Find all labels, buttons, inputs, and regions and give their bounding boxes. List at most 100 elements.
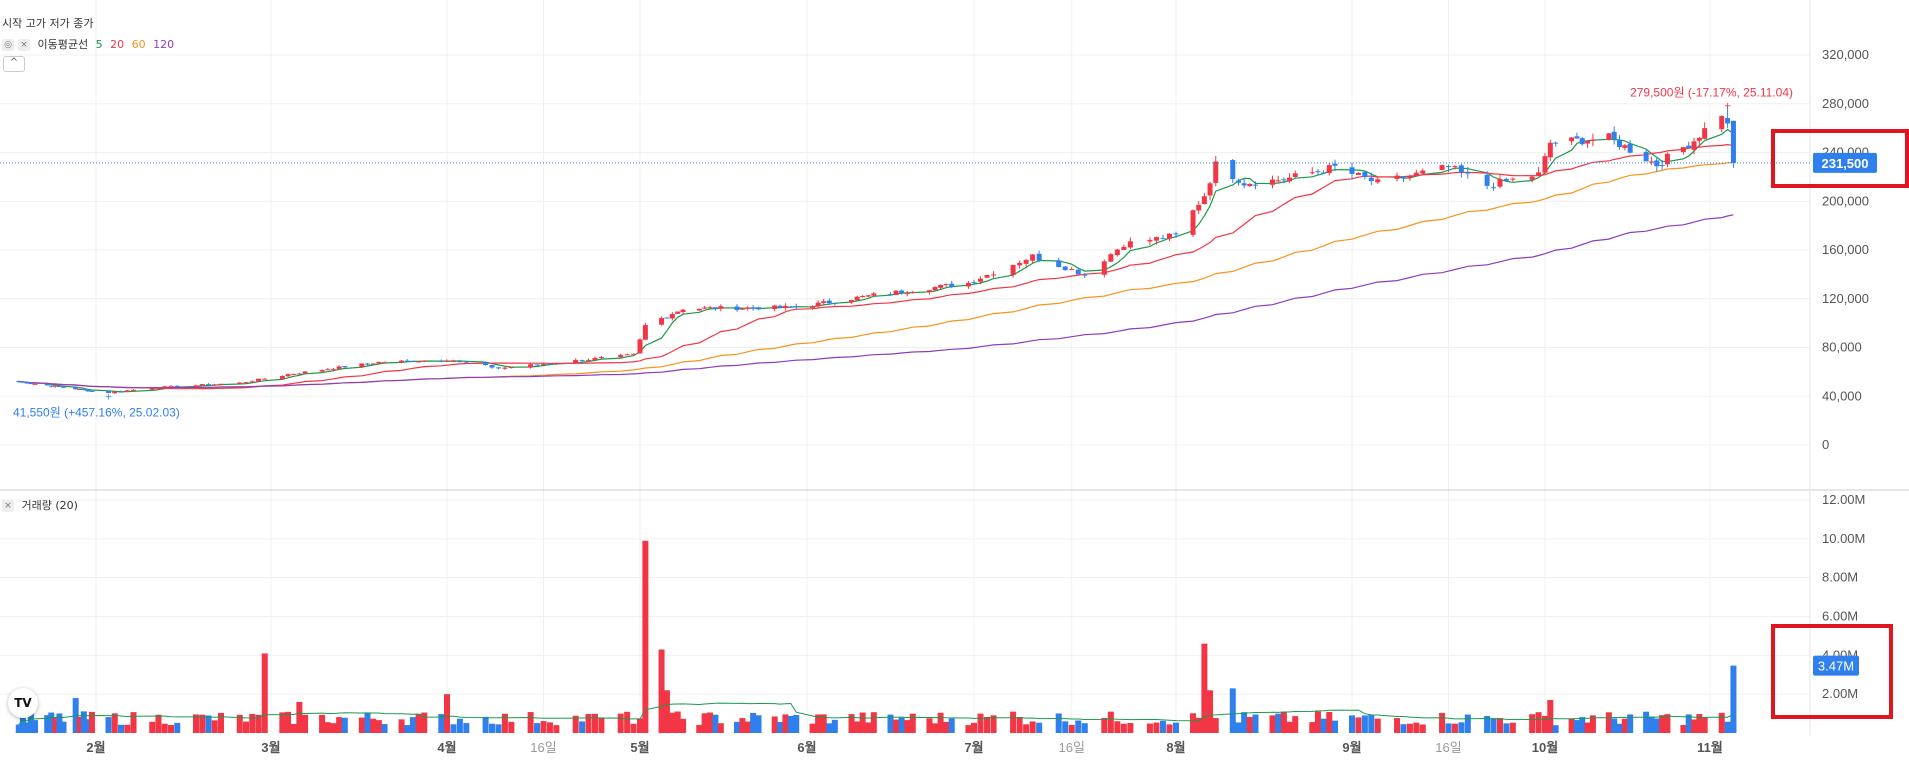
candle-body — [1400, 176, 1406, 178]
volume-bar — [168, 725, 174, 733]
volume-bar — [130, 712, 137, 733]
volume-bar — [236, 714, 243, 733]
volume-bar — [23, 722, 30, 733]
volume-bar — [898, 717, 905, 733]
time-tick-label: 16일 — [530, 740, 556, 755]
volume-bar — [669, 712, 676, 733]
candle-body — [904, 292, 910, 294]
candle-body — [279, 375, 285, 379]
candle-body — [579, 360, 585, 362]
candle-body — [1465, 172, 1471, 174]
volume-bar — [696, 724, 703, 733]
volume-bar — [1439, 712, 1446, 733]
volume-bar — [777, 721, 784, 733]
candle-body — [1235, 180, 1241, 183]
candle-body — [124, 390, 130, 392]
volume-bar — [44, 715, 51, 733]
volume-bar — [1374, 718, 1381, 733]
volume-bar — [598, 717, 605, 733]
volume-bar — [19, 715, 26, 733]
candle-body — [48, 385, 54, 387]
volume-bar — [199, 714, 206, 733]
volume-bar — [398, 719, 405, 733]
volume-bar — [364, 712, 371, 733]
volume-bar — [943, 721, 950, 733]
volume-bar — [358, 717, 365, 733]
candle-body — [1281, 179, 1287, 181]
volume-bar — [1685, 714, 1692, 733]
candle-body — [376, 361, 382, 364]
volume-bar — [1400, 724, 1407, 733]
candle-body — [502, 367, 508, 369]
candle-body — [1213, 161, 1219, 183]
candle-body — [745, 307, 751, 309]
candle-body — [592, 357, 598, 360]
candle-body — [826, 300, 832, 304]
candle-body — [1101, 261, 1107, 275]
time-tick-label: 9월 — [1342, 740, 1361, 755]
volume-bar — [572, 715, 579, 733]
candle-body — [1702, 128, 1708, 139]
volume-bar — [174, 722, 181, 733]
volume-bar — [1062, 721, 1069, 733]
candle-body — [971, 282, 977, 284]
volume-tick-label: 2.00M — [1822, 686, 1858, 701]
volume-bar — [1036, 722, 1043, 733]
volume-bar — [296, 701, 303, 733]
volume-bar — [243, 721, 249, 733]
close-icon[interactable]: × — [18, 39, 30, 51]
candle-body — [1196, 204, 1202, 211]
volume-bar — [1584, 722, 1591, 733]
candle-body — [669, 314, 675, 319]
candle-body — [483, 362, 489, 366]
volume-bar — [1207, 690, 1214, 733]
candle-body — [249, 381, 255, 383]
volume-bar — [218, 712, 224, 733]
last-price-badge — [1813, 152, 1877, 173]
candle-body — [296, 373, 302, 375]
volume-bar — [630, 723, 637, 733]
volume-bar — [1445, 723, 1452, 733]
volume-bar — [1055, 713, 1062, 733]
volume-bar — [1664, 714, 1671, 733]
volume-bar — [415, 713, 422, 733]
volume-bar — [1107, 711, 1114, 733]
candle-body — [1207, 183, 1213, 196]
visibility-icon[interactable]: ◎ — [2, 39, 14, 51]
candle-body — [237, 382, 243, 384]
candle-body — [926, 290, 932, 292]
ma-legend: ◎ × 이동평균선 5 20 60 120 — [2, 36, 178, 52]
candle-body — [457, 361, 463, 363]
candle-body — [1127, 241, 1133, 248]
volume-bar — [663, 690, 670, 733]
candle-body — [756, 307, 762, 310]
volume-bar — [1573, 720, 1580, 733]
ma120-label: 120 — [153, 38, 175, 51]
candle-body — [44, 383, 50, 386]
candle-body — [1413, 172, 1419, 176]
candle-body — [28, 383, 34, 385]
candle-body — [871, 293, 877, 296]
candle-body — [1680, 147, 1686, 153]
candle-body — [528, 364, 534, 368]
volume-bar — [617, 713, 624, 733]
volume-bar — [534, 723, 541, 733]
candle-body — [1275, 180, 1281, 182]
price-tick-label: 160,000 — [1822, 242, 1869, 257]
collapse-legend-button[interactable]: ^ — [3, 56, 25, 72]
candle-body — [193, 385, 199, 387]
volume-bar — [1127, 723, 1134, 733]
candle-body — [1069, 269, 1075, 271]
volume-bar — [1419, 724, 1426, 733]
volume-bar — [1241, 712, 1248, 733]
tradingview-logo-icon[interactable]: TV — [8, 688, 38, 718]
time-tick-label: 4월 — [437, 740, 456, 755]
volume-bar — [1724, 721, 1731, 733]
close-volume-icon[interactable]: × — [2, 500, 14, 512]
volume-bar — [1159, 720, 1166, 733]
volume-bar — [893, 719, 900, 733]
volume-bar — [1413, 722, 1420, 733]
volume-bar — [1201, 643, 1208, 733]
candle-body — [680, 309, 686, 313]
